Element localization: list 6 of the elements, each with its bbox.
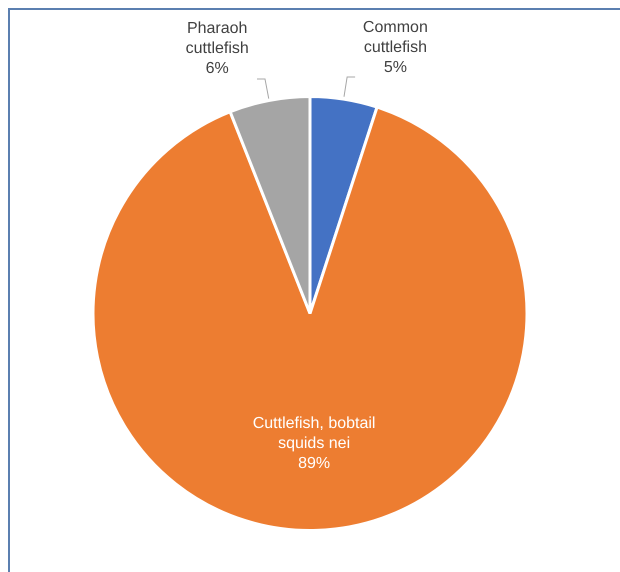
data-label: 5% bbox=[384, 58, 407, 76]
data-label: 89% bbox=[298, 455, 330, 472]
slice-label: Pharaoh cuttlefish bbox=[186, 20, 249, 58]
slice-label: Common cuttlefish bbox=[362, 18, 428, 56]
slice-label: Cuttlefish, bobtail squids nei bbox=[252, 415, 376, 452]
data-label: 6% bbox=[206, 60, 229, 78]
